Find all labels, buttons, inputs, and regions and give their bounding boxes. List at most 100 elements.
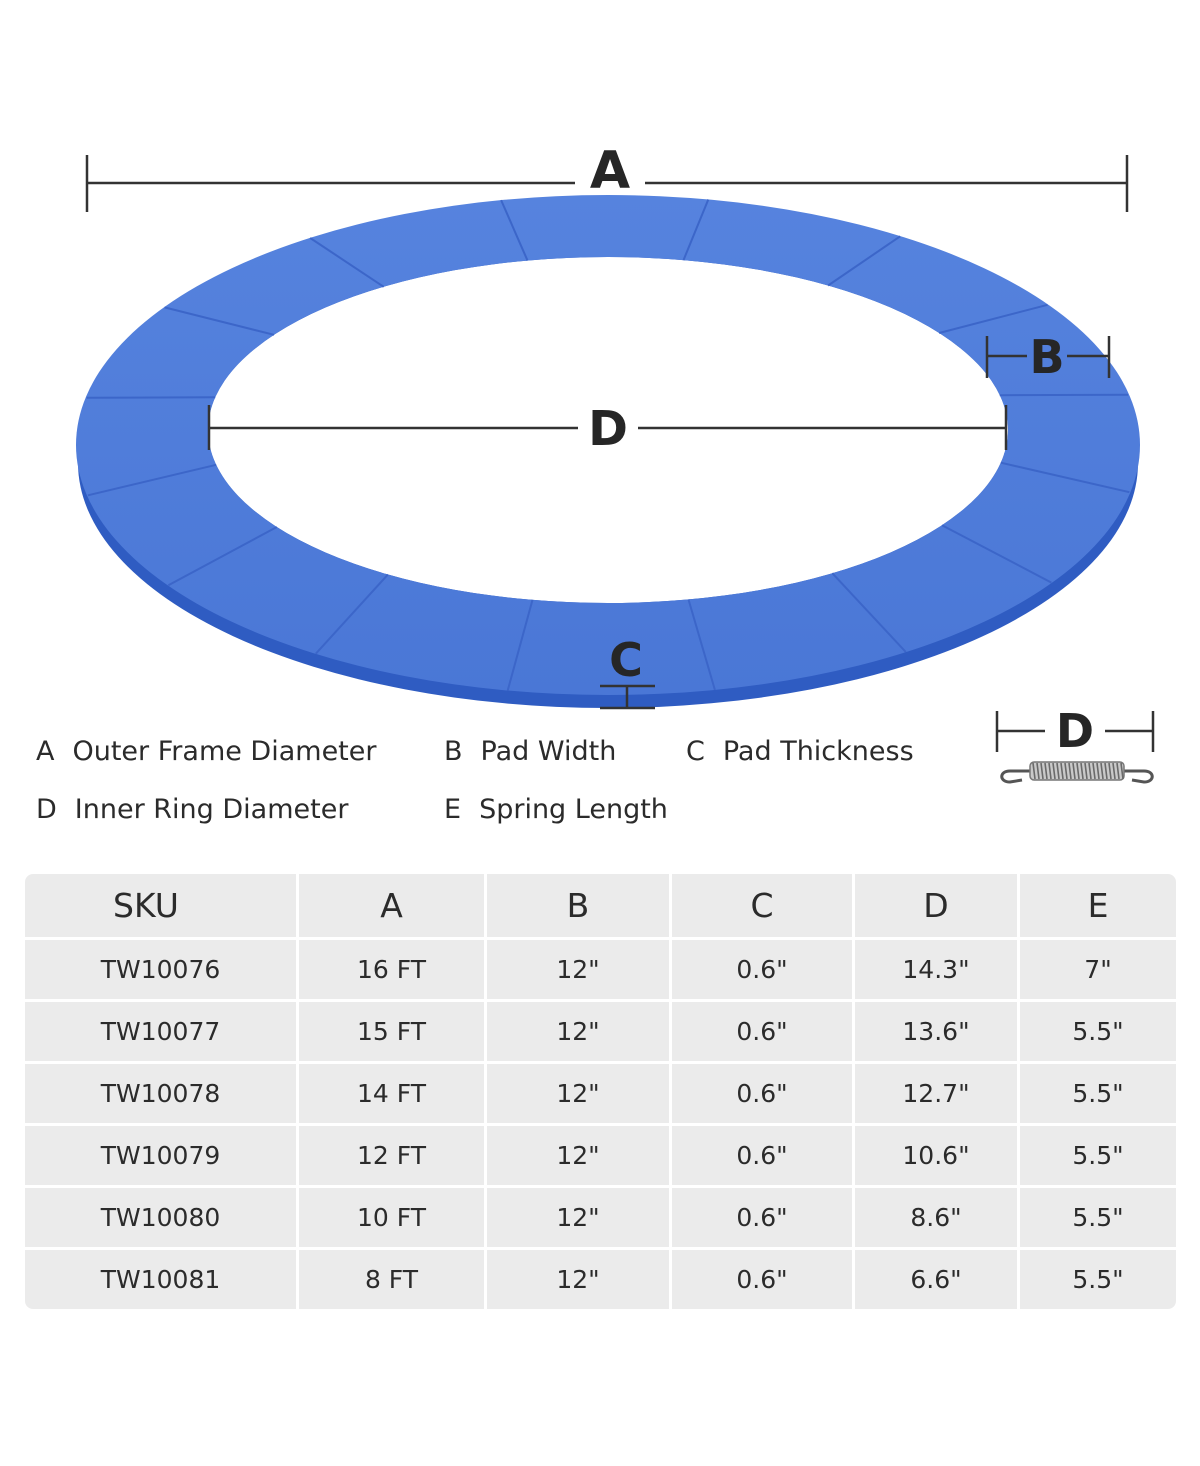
label-d: D (588, 401, 628, 457)
table-row: TW10081 8 FT 12" 0.6" 6.6" 5.5" (25, 1250, 1176, 1309)
spring-coil (1096, 762, 1100, 780)
cell-b: 12" (487, 1002, 669, 1061)
cell-e: 5.5" (1020, 1126, 1176, 1185)
pad-seam (999, 393, 1129, 397)
cell-sku: TW10078 (25, 1064, 296, 1123)
spring-coil (1036, 762, 1040, 780)
cell-e: 5.5" (1020, 1064, 1176, 1123)
cell-sku: TW10081 (25, 1250, 296, 1309)
header-sku: SKU (25, 874, 296, 937)
spring-coil (1040, 762, 1044, 780)
spring-coil (1108, 762, 1112, 780)
spring-icon (1000, 761, 1154, 784)
table-row: TW10077 15 FT 12" 0.6" 13.6" 5.5" (25, 1002, 1176, 1061)
header-c: C (672, 874, 852, 937)
cell-c: 0.6" (672, 940, 852, 999)
spring-coil (1068, 762, 1072, 780)
spring-coil (1072, 762, 1076, 780)
pad-seam (827, 235, 901, 287)
cell-a: 15 FT (299, 1002, 484, 1061)
spring-coil (1104, 762, 1108, 780)
cell-a: 10 FT (299, 1188, 484, 1247)
trampoline-pad-diagram: A D B C D (76, 141, 1155, 784)
label-b: B (1029, 330, 1064, 384)
cell-sku: TW10080 (25, 1188, 296, 1247)
spring-coil (1088, 762, 1092, 780)
pad-seam (506, 599, 534, 691)
cell-d: 10.6" (855, 1126, 1017, 1185)
dimension-c (600, 684, 655, 710)
dimension-d (207, 405, 1008, 450)
cell-a: 8 FT (299, 1250, 484, 1309)
pad-seam (167, 526, 278, 587)
pad-seam (87, 463, 217, 497)
pad-segment-seams (86, 199, 1130, 691)
pad-seam (315, 573, 389, 655)
cell-c: 0.6" (672, 1126, 852, 1185)
table-row: TW10080 10 FT 12" 0.6" 8.6" 5.5" (25, 1188, 1176, 1247)
table-row: TW10079 12 FT 12" 0.6" 10.6" 5.5" (25, 1126, 1176, 1185)
label-a: A (590, 141, 630, 201)
spring-coil (1048, 762, 1052, 780)
legend-item-e: E Spring Length (444, 794, 668, 825)
spring-coil (1060, 762, 1064, 780)
pad-seam (309, 237, 385, 288)
cell-sku: TW10077 (25, 1002, 296, 1061)
size-table: SKU A B C D E TW10076 16 FT 12" 0.6" 14.… (22, 871, 1179, 1312)
legend-key: E (444, 794, 462, 825)
cell-d: 6.6" (855, 1250, 1017, 1309)
spring-coil (1044, 762, 1048, 780)
cell-d: 13.6" (855, 1002, 1017, 1061)
spring-coil (1032, 762, 1036, 780)
cell-c: 0.6" (672, 1250, 852, 1309)
header-a: A (299, 874, 484, 937)
label-c: C (609, 633, 643, 687)
spring-coil (1080, 762, 1084, 780)
legend-key: C (686, 736, 705, 767)
cell-e: 7" (1020, 940, 1176, 999)
header-d: D (855, 874, 1017, 937)
cell-e: 5.5" (1020, 1250, 1176, 1309)
pad-seam (831, 572, 907, 653)
pad-seam (164, 306, 275, 336)
legend-key: B (444, 736, 463, 767)
cell-c: 0.6" (672, 1002, 852, 1061)
cell-b: 12" (487, 1188, 669, 1247)
legend-item-b: B Pad Width (444, 736, 616, 767)
cell-a: 16 FT (299, 940, 484, 999)
legend-item-a: A Outer Frame Diameter (36, 736, 377, 767)
table-row: TW10076 16 FT 12" 0.6" 14.3" 7" (25, 940, 1176, 999)
spring-coil (1112, 762, 1116, 780)
cell-b: 12" (487, 1126, 669, 1185)
spring-coil (1100, 762, 1104, 780)
legend-item-c: C Pad Thickness (686, 736, 914, 767)
cell-e: 5.5" (1020, 1002, 1176, 1061)
pad-seam (86, 396, 216, 399)
dimension-b (985, 336, 1111, 378)
legend-item-d: D Inner Ring Diameter (36, 794, 348, 825)
cell-b: 12" (487, 1064, 669, 1123)
cell-sku: TW10079 (25, 1126, 296, 1185)
cell-d: 8.6" (855, 1188, 1017, 1247)
pad-ring (76, 195, 1140, 695)
pad-seam (682, 199, 710, 261)
cell-c: 0.6" (672, 1064, 852, 1123)
header-b: B (487, 874, 669, 937)
legend-key: A (36, 736, 55, 767)
cell-b: 12" (487, 940, 669, 999)
spring-coil (1116, 762, 1120, 780)
spring-coil (1056, 762, 1060, 780)
legend-key: D (36, 794, 57, 825)
cell-b: 12" (487, 1250, 669, 1309)
pad-seam (941, 524, 1052, 584)
legend-text: Pad Width (480, 736, 617, 767)
spring-dimension (995, 711, 1155, 752)
cell-d: 12.7" (855, 1064, 1017, 1123)
spring-coil (1064, 762, 1068, 780)
legend-text: Pad Thickness (722, 736, 914, 767)
table-row: TW10078 14 FT 12" 0.6" 12.7" 5.5" (25, 1064, 1176, 1123)
table-header-row: SKU A B C D E (25, 874, 1176, 937)
legend-text: Spring Length (479, 794, 668, 825)
spring-coil (1076, 762, 1080, 780)
spring-coil (1084, 762, 1088, 780)
